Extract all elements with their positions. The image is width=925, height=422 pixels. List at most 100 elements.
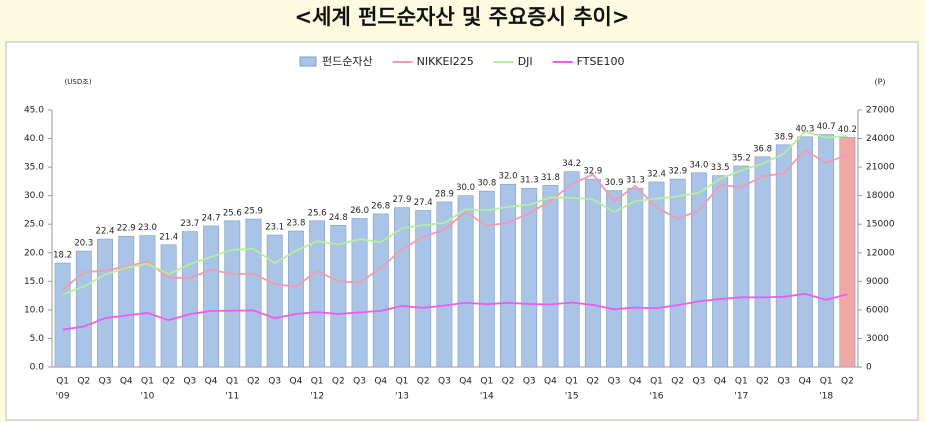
data-label: 23.7 — [180, 219, 199, 229]
bar — [606, 190, 623, 368]
x-tick-label: Q4 — [714, 377, 727, 387]
x-tick-label: Q1 — [141, 377, 154, 387]
x-tick-label: Q4 — [290, 377, 303, 387]
x-year-label: '11 — [225, 392, 239, 402]
bar — [330, 225, 347, 368]
bar — [754, 156, 771, 368]
bar — [669, 178, 686, 368]
data-label: 31.3 — [520, 176, 539, 186]
data-label: 24.8 — [329, 213, 348, 223]
data-label: 23.0 — [138, 223, 157, 233]
data-label: 38.9 — [774, 132, 793, 142]
data-label: 34.0 — [689, 160, 708, 170]
y2-tick-label: 0 — [866, 363, 872, 373]
bar — [563, 171, 580, 368]
data-label: 26.8 — [371, 201, 390, 211]
bar — [203, 225, 220, 368]
y-tick-label: 5.0 — [30, 334, 45, 344]
y-tick-label: 10.0 — [24, 305, 44, 315]
data-label: 18.2 — [53, 251, 72, 261]
y-tick-label: 20.0 — [24, 248, 44, 258]
y2-tick-label: 9000 — [866, 277, 889, 287]
x-year-label: '09 — [56, 392, 70, 402]
data-label: 22.4 — [96, 227, 115, 237]
bar — [690, 172, 707, 368]
x-tick-label: Q4 — [629, 377, 642, 387]
x-year-label: '14 — [480, 392, 494, 402]
bar — [839, 137, 856, 368]
data-label: 31.8 — [541, 173, 560, 183]
data-label: 21.4 — [159, 232, 178, 242]
chart-title: <세계 펀드순자산 및 주요증시 추이> — [295, 5, 630, 29]
y2-tick-label: 27000 — [866, 106, 895, 116]
bar — [648, 181, 665, 368]
x-tick-label: Q3 — [99, 377, 112, 387]
y-tick-label: 30.0 — [24, 191, 44, 201]
data-label: 31.3 — [626, 176, 645, 186]
x-tick-label: Q2 — [77, 377, 90, 387]
x-tick-label: Q4 — [205, 377, 218, 387]
bar — [224, 220, 241, 368]
bar — [97, 238, 113, 368]
x-year-label: '13 — [395, 392, 409, 402]
data-label: 40.3 — [796, 124, 815, 134]
bar — [457, 195, 474, 368]
y-tick-label: 15.0 — [24, 277, 44, 287]
x-year-label: '18 — [819, 392, 833, 402]
x-tick-label: Q2 — [417, 377, 430, 387]
y2-tick-label: 15000 — [866, 220, 895, 230]
bar — [500, 183, 516, 368]
x-tick-label: Q4 — [374, 377, 387, 387]
x-tick-label: Q2 — [332, 377, 345, 387]
x-tick-label: Q2 — [162, 377, 175, 387]
x-tick-label: Q1 — [311, 377, 324, 387]
data-label: 32.4 — [647, 169, 666, 179]
bar — [733, 165, 750, 368]
bar — [797, 136, 813, 368]
data-label: 35.2 — [732, 153, 751, 163]
data-label: 40.7 — [817, 122, 836, 132]
data-label: 32.0 — [499, 172, 518, 182]
bar — [160, 244, 177, 368]
x-year-label: '12 — [310, 392, 324, 402]
bar — [542, 185, 559, 368]
bar — [181, 231, 198, 368]
x-tick-label: Q3 — [268, 377, 281, 387]
y-tick-label: 35.0 — [24, 163, 44, 173]
bar — [584, 178, 601, 368]
x-tick-label: Q3 — [693, 377, 706, 387]
bar — [287, 230, 304, 368]
bar — [245, 218, 262, 368]
y-tick-label: 45.0 — [24, 106, 44, 116]
x-tick-label: Q1 — [480, 377, 493, 387]
data-label: 30.8 — [477, 179, 496, 189]
data-label: 23.1 — [265, 223, 284, 233]
data-label: 23.8 — [286, 219, 305, 229]
data-label: 25.6 — [308, 208, 327, 218]
y2-unit: (P) — [874, 78, 885, 87]
x-year-label: '17 — [734, 392, 748, 402]
bar — [118, 235, 135, 368]
bar — [627, 187, 644, 368]
bar — [351, 218, 368, 368]
data-label: 25.6 — [223, 208, 242, 218]
bar — [818, 134, 835, 368]
y-tick-label: 40.0 — [24, 134, 44, 144]
x-tick-label: Q3 — [438, 377, 451, 387]
data-label: 30.0 — [456, 183, 475, 193]
x-tick-label: Q1 — [565, 377, 578, 387]
legend-label: NIKKEI225 — [417, 55, 474, 68]
x-tick-label: Q4 — [459, 377, 472, 387]
bar — [54, 262, 71, 368]
line-series — [62, 292, 848, 331]
y2-tick-label: 6000 — [866, 305, 889, 315]
y2-tick-label: 18000 — [866, 191, 895, 201]
data-label: 36.8 — [753, 144, 772, 154]
x-year-label: '16 — [650, 392, 664, 402]
x-year-label: '10 — [140, 392, 154, 402]
bar — [436, 201, 453, 368]
y-unit: (USD조) — [65, 78, 92, 86]
data-label: 20.3 — [74, 239, 93, 249]
data-label: 26.0 — [350, 206, 369, 216]
